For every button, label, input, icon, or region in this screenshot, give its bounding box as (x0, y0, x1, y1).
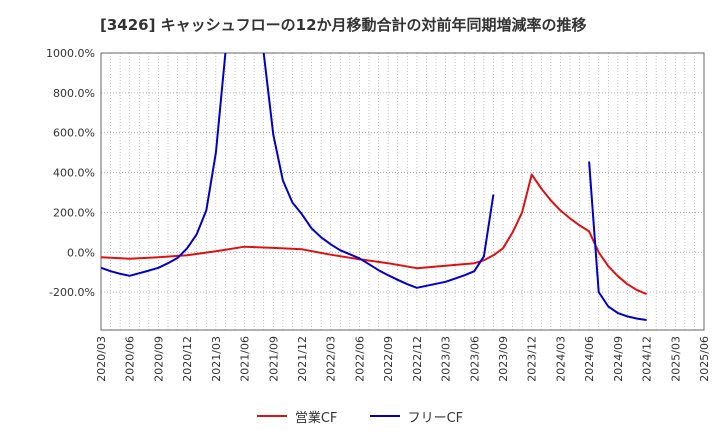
legend-swatch-operating-cf (256, 415, 287, 417)
x-tick-labels: 2020/03 2020/06 2020/09 2020/12 2021/03 2021/… (95, 336, 711, 382)
x-tick-label: 2023/06 (468, 336, 481, 382)
axes (100, 52, 705, 331)
x-tick-label: 2021/09 (267, 336, 280, 382)
x-tick-label: 2024/06 (583, 336, 596, 382)
chart-title: [3426] キャッシュフローの12か月移動合計の対前年同期増減率の推移 (100, 16, 587, 34)
operating-cf-line (101, 173, 647, 296)
series-lines (101, 53, 647, 321)
y-tick-label: 0.0% (67, 246, 95, 259)
x-tick-label: 2025/06 (698, 336, 711, 382)
x-tick-label: 2021/12 (296, 336, 309, 382)
legend-item-operating-cf: 営業CF (256, 407, 338, 426)
y-tick-label: 400.0% (53, 167, 95, 180)
x-tick-label: 2020/03 (95, 336, 108, 382)
plot-border (100, 52, 705, 331)
y-tick-label: 800.0% (53, 87, 95, 100)
x-tick-label: 2021/03 (210, 336, 223, 382)
legend-item-free-cf: フリーCF (369, 407, 464, 426)
free-cf-line-segment-2 (262, 53, 495, 289)
grid (101, 52, 704, 330)
x-tick-label: 2024/09 (612, 336, 625, 382)
legend-swatch-free-cf (369, 415, 400, 417)
x-tick-label: 2024/03 (554, 336, 567, 382)
y-tick-label: 1000.0% (46, 47, 95, 60)
x-tick-label: 2022/09 (382, 336, 395, 382)
x-tick-label: 2022/12 (411, 336, 424, 382)
y-tick-label: -200.0% (49, 286, 95, 299)
x-tick-label: 2023/09 (497, 336, 510, 382)
free-cf-line-segment-1 (101, 53, 227, 277)
legend-label-free-cf: フリーCF (407, 410, 464, 426)
x-tick-label: 2020/06 (124, 336, 137, 382)
legend: 営業CF フリーCF (0, 406, 720, 426)
x-tick-label: 2023/03 (440, 336, 453, 382)
x-tick-label: 2023/12 (526, 336, 539, 382)
y-tick-label: 200.0% (53, 206, 95, 219)
free-cf-line-segment-3 (588, 161, 647, 321)
x-tick-label: 2022/03 (325, 336, 338, 382)
x-tick-label: 2020/09 (152, 336, 165, 382)
x-tick-label: 2021/06 (239, 336, 252, 382)
legend-label-operating-cf: 営業CF (294, 410, 338, 426)
y-tick-labels: 1000.0% 800.0% 600.0% 400.0% 200.0% 0.0% -200.… (46, 47, 95, 299)
x-tick-label: 2025/03 (669, 336, 682, 382)
x-tick-label: 2024/12 (641, 336, 654, 382)
x-tick-label: 2020/12 (181, 336, 194, 382)
x-tick-label: 2022/06 (353, 336, 366, 382)
y-tick-label: 600.0% (53, 127, 95, 140)
